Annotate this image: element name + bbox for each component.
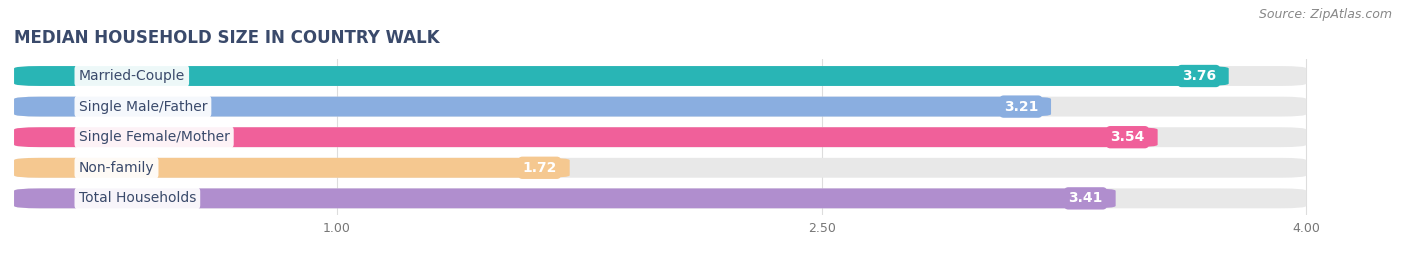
FancyBboxPatch shape [14,188,1115,208]
Text: Total Households: Total Households [79,191,195,205]
FancyBboxPatch shape [14,127,1157,147]
Text: 3.21: 3.21 [1004,100,1038,114]
Text: Source: ZipAtlas.com: Source: ZipAtlas.com [1258,8,1392,21]
FancyBboxPatch shape [14,158,1306,178]
FancyBboxPatch shape [14,66,1229,86]
Text: 3.41: 3.41 [1069,191,1102,205]
Text: Married-Couple: Married-Couple [79,69,186,83]
FancyBboxPatch shape [14,97,1306,116]
Text: Single Female/Mother: Single Female/Mother [79,130,229,144]
Text: 3.76: 3.76 [1181,69,1216,83]
FancyBboxPatch shape [14,188,1306,208]
Text: 1.72: 1.72 [523,161,557,175]
Text: MEDIAN HOUSEHOLD SIZE IN COUNTRY WALK: MEDIAN HOUSEHOLD SIZE IN COUNTRY WALK [14,29,440,47]
Text: Single Male/Father: Single Male/Father [79,100,207,114]
Text: 3.54: 3.54 [1111,130,1144,144]
FancyBboxPatch shape [14,97,1052,116]
FancyBboxPatch shape [14,127,1306,147]
FancyBboxPatch shape [14,158,569,178]
Text: Non-family: Non-family [79,161,155,175]
FancyBboxPatch shape [14,66,1306,86]
